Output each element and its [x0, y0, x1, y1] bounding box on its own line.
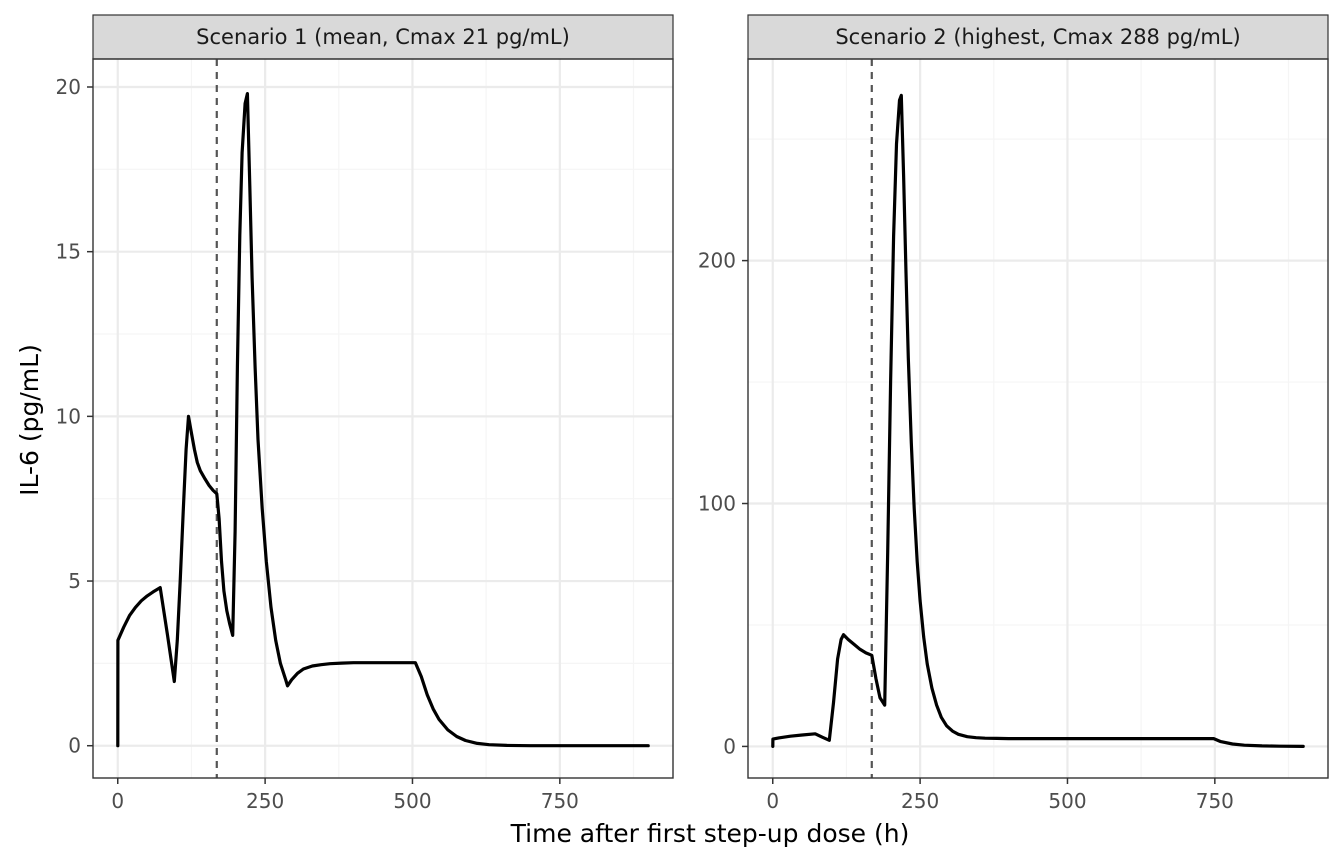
x-tick-label: 0 [111, 789, 124, 813]
y-tick-label: 20 [56, 75, 81, 99]
x-tick-label: 0 [766, 789, 779, 813]
grid-panel-1 [93, 59, 673, 778]
frame-panel-2 [747, 58, 1329, 779]
strip-panel-2 [747, 14, 1329, 60]
ticks-panel-1: 0 250 500 750 0 5 10 15 20 [56, 75, 579, 813]
panel-scenario-1: Scenario 1 (mean, Cmax 21 pg/mL) 0 250 500… [56, 14, 674, 813]
ticks-panel-2: 0 250 500 750 0 100 200 [698, 249, 1234, 813]
y-tick-label: 15 [56, 240, 81, 264]
panel-scenario-2: Scenario 2 (highest, Cmax 288 pg/mL) 0 25… [698, 14, 1329, 813]
y-tick-label: 200 [698, 249, 736, 273]
y-axis-title: IL-6 (pg/mL) [15, 344, 44, 496]
strip-title-panel-1: Scenario 1 (mean, Cmax 21 pg/mL) [196, 25, 570, 49]
y-tick-label: 100 [698, 492, 736, 516]
x-tick-label: 750 [1196, 789, 1234, 813]
frame-panel-1 [92, 58, 674, 779]
x-tick-label: 500 [1048, 789, 1086, 813]
y-tick-label: 0 [68, 734, 81, 758]
series-panel-1 [116, 91, 650, 748]
series-panel-2 [771, 93, 1305, 749]
series-line [771, 93, 1305, 749]
grid-panel-2 [748, 59, 1328, 778]
x-tick-label: 250 [246, 789, 284, 813]
plot-background [93, 59, 673, 778]
x-tick-label: 500 [393, 789, 431, 813]
y-tick-label: 10 [56, 404, 81, 428]
x-axis-title: Time after first step-up dose (h) [510, 819, 910, 848]
x-tick-label: 250 [901, 789, 939, 813]
y-tick-label: 0 [723, 734, 736, 758]
strip-panel-1 [92, 14, 674, 60]
x-tick-label: 750 [541, 789, 579, 813]
series-line [116, 91, 650, 748]
plot-background [748, 59, 1328, 778]
y-tick-label: 5 [68, 569, 81, 593]
strip-title-panel-2: Scenario 2 (highest, Cmax 288 pg/mL) [835, 25, 1240, 49]
